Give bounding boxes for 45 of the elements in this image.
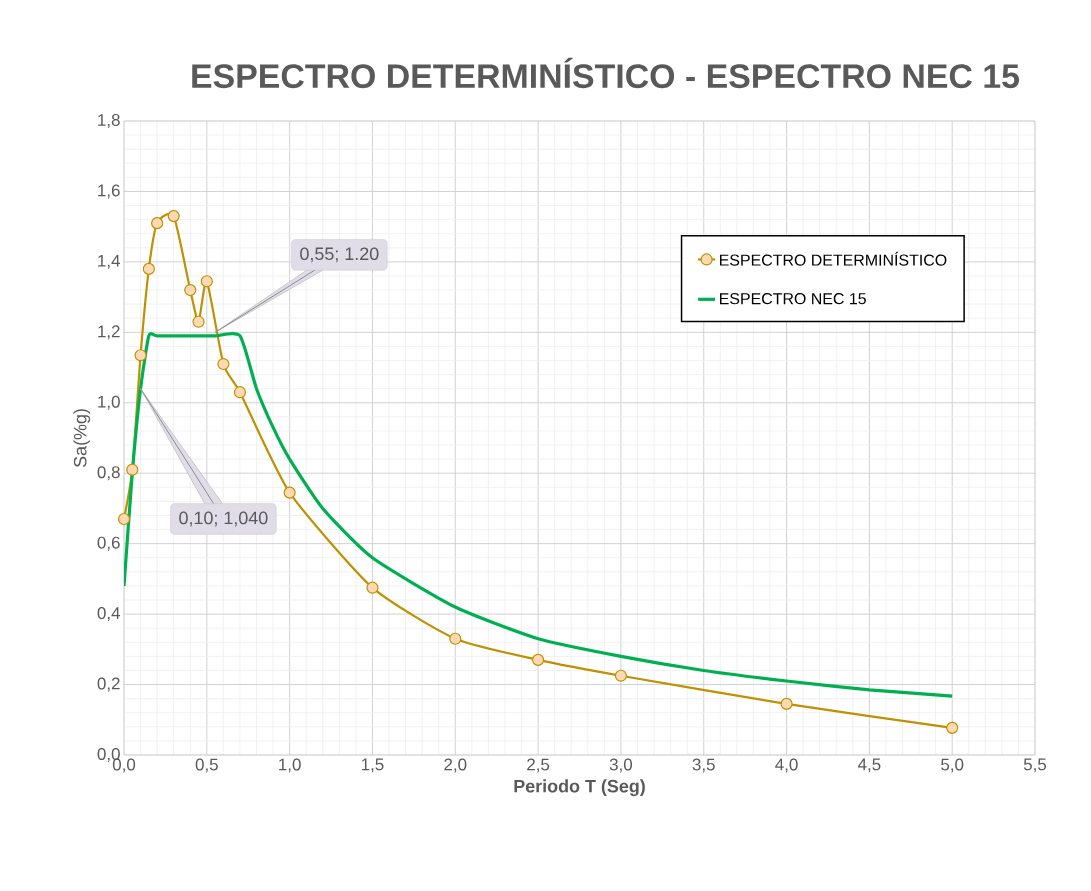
x-tick-label: 4,5	[857, 758, 881, 773]
point	[134, 349, 147, 362]
x-tick-label: 5,5	[1023, 758, 1047, 773]
x-tick-label: 1,0	[279, 758, 301, 773]
point	[126, 463, 139, 476]
point	[200, 275, 213, 288]
x-tick-label: 5,0	[941, 758, 964, 773]
y-tick-label: 0,2	[97, 677, 120, 692]
point	[151, 217, 164, 230]
x-tick-label: 1,5	[361, 758, 384, 773]
y-tick-label: 1,8	[98, 113, 120, 128]
x-tick-label: 3,0	[609, 758, 633, 773]
x-tick-label: 4,0	[775, 758, 798, 773]
point	[142, 262, 155, 275]
point	[192, 315, 205, 328]
x-axis-title: Periodo T (Seg)	[514, 779, 645, 797]
x-tick-label: 3,5	[692, 758, 715, 773]
annotation: 0,55; 1.20	[300, 247, 379, 263]
annotation: 0,10; 1,040	[179, 511, 268, 527]
x-tick-label: 0,5	[195, 758, 218, 773]
y-tick-label: 1,6	[98, 184, 120, 199]
point	[780, 697, 793, 710]
chart-title: ESPECTRO DETERMINÍSTICO - ESPECTRO NEC 15	[192, 57, 1020, 89]
y-tick-label: 0,4	[97, 607, 120, 622]
y-tick-label: 0,6	[97, 536, 120, 551]
point	[283, 486, 296, 499]
y-tick-label: 0,8	[97, 466, 120, 481]
point	[946, 721, 959, 734]
point	[217, 357, 230, 371]
point	[449, 632, 462, 645]
point	[184, 283, 197, 297]
x-tick-label: 2,0	[444, 758, 467, 773]
legend-label: ESPECTRO NEC 15	[720, 293, 866, 305]
point	[117, 512, 131, 526]
point	[532, 653, 545, 666]
point	[233, 386, 247, 399]
point	[167, 210, 180, 223]
legend-label: ESPECTRO DETERMINÍSTICO	[720, 251, 947, 266]
point	[614, 669, 627, 682]
y-tick-label: 1,2	[98, 325, 120, 340]
x-tick-label: 2,5	[527, 758, 550, 773]
y-axis-title: Sa(%g)	[73, 409, 91, 468]
y-tick-label: 1,4	[98, 254, 120, 269]
point	[366, 581, 379, 594]
y-tick-label: 1,0	[98, 395, 120, 410]
